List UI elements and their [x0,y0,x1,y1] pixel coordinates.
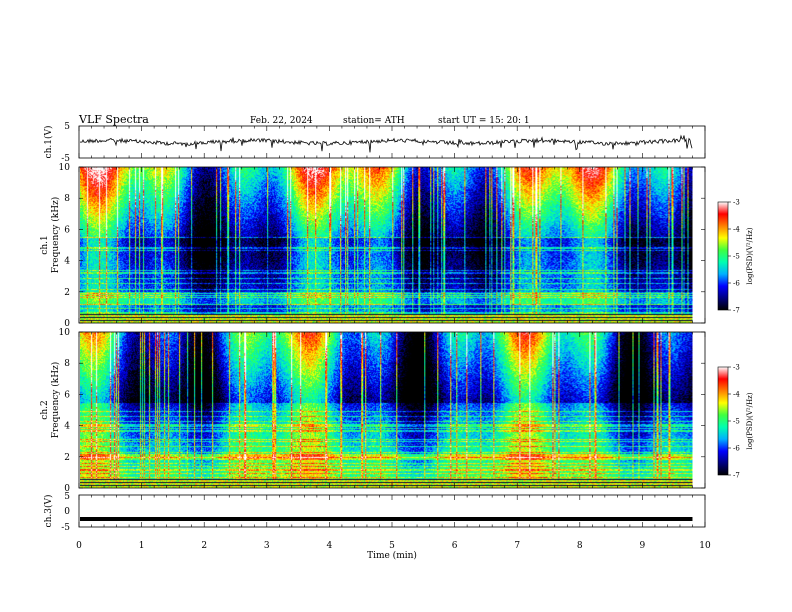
x-tick-label: 2 [201,541,207,551]
x-tick-label: 6 [452,541,458,551]
colorbar-ch2-gradient [718,367,728,475]
freq-tick-label: 8 [64,359,70,369]
ch3-ylabel: ch.3(V) [43,495,54,528]
freq-tick-label: 10 [59,328,71,338]
colorbar-tick-label: -4 [733,226,740,234]
ch3-ytick-mid: 0 [64,507,70,517]
x-tick-label: 5 [389,541,395,551]
colorbar-ch1-gradient [718,202,728,310]
ch1-channel-label: ch.1 [40,235,50,254]
ch2-spectrogram-image [80,332,693,488]
ch3-ytick-bottom: -5 [61,523,70,533]
ch2-channel-label: ch.2 [40,400,50,419]
freq-tick-label: 10 [59,163,71,173]
colorbar-tick-label: -5 [733,253,740,261]
start-time-label: start UT = 15: 20: 1 [438,116,530,126]
colorbar-ch2-label: log(PSD)(V²/Hz) [746,392,754,449]
date-label: Feb. 22, 2024 [250,116,313,126]
colorbar-tick-label: -3 [733,199,740,207]
ch1-spectrogram-image [80,167,693,323]
freq-tick-label: 8 [64,194,70,204]
ch1-waveform-panel: 5 -5 ch.1(V) [43,122,706,164]
colorbar-ch2: -3 -4 -5 -6 -7 log(PSD)(V²/Hz) [717,364,754,480]
ch2-spectrogram-panel: 0 2 4 6 8 10 ch.2 Frequency (kHz) [40,328,706,494]
x-axis: 0 1 2 3 4 5 6 7 8 9 10 [76,126,711,551]
x-axis-label: Time (min) [367,550,417,561]
station-label: station= ATH [343,116,405,126]
colorbar-ch1: -3 -4 -5 -6 -7 log(PSD)(V²/Hz) [717,199,754,315]
x-tick-label: 7 [514,541,520,551]
x-tick-label: 3 [264,541,270,551]
ch1-ytick-top: 5 [64,122,70,132]
x-tick-label: 10 [699,541,711,551]
x-tick-label: 4 [327,541,333,551]
ch1-ylabel: ch.1(V) [43,126,54,159]
colorbar-tick-label: -6 [733,280,740,288]
figure-title: VLF Spectra [78,113,149,126]
ch2-ylabel: Frequency (kHz) [50,362,61,439]
colorbar-ch1-label: log(PSD)(V²/Hz) [746,227,754,284]
freq-tick-label: 6 [64,225,70,235]
ch3-ytick-top: 5 [64,492,70,502]
freq-tick-label: 6 [64,390,70,400]
x-tick-label: 0 [76,541,82,551]
x-tick-label: 9 [640,541,646,551]
colorbar-tick-label: -6 [733,445,740,453]
colorbar-tick-label: -4 [733,391,740,399]
freq-tick-label: 0 [64,484,70,494]
freq-tick-label: 2 [64,453,70,463]
freq-tick-label: 2 [64,288,70,298]
colorbar-tick-label: -7 [733,307,740,315]
ch3-waveform-panel: 5 0 -5 ch.3(V) [43,492,706,533]
colorbar-tick-label: -5 [733,418,740,426]
freq-tick-label: 4 [64,257,70,267]
ch1-ytick-bottom: -5 [61,154,70,164]
colorbar-tick-label: -3 [733,364,740,372]
ch1-waveform-line [79,134,693,153]
x-tick-label: 1 [139,541,145,551]
freq-tick-label: 4 [64,422,70,432]
freq-tick-label: 0 [64,319,70,329]
ch1-ylabel: Frequency (kHz) [50,197,61,274]
x-tick-label: 8 [577,541,583,551]
ch1-spectrogram-panel: 0 2 4 6 8 10 ch.1 Frequency (kHz) [40,163,706,329]
colorbar-tick-label: -7 [733,472,740,480]
